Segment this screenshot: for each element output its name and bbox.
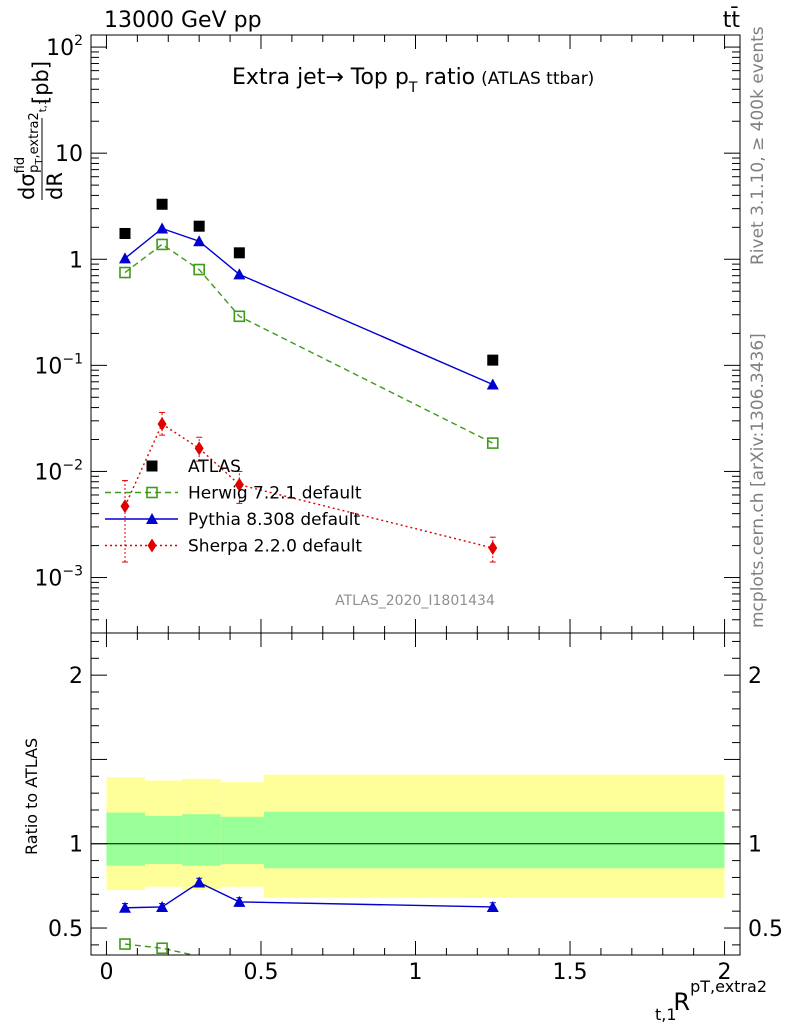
- data-point: [156, 238, 168, 251]
- legend-label: Herwig 7.2.1 default: [188, 484, 362, 504]
- main-ticks: 102 10 1 10−1 10−2 10−3: [34, 33, 740, 634]
- main-title: Extra jet→ Top pT ratio (ATLAS ttbar): [232, 65, 594, 96]
- data-point: [233, 247, 245, 259]
- y-tick-label: 10: [55, 142, 83, 167]
- ratio-bands: [106, 774, 725, 898]
- legend-marker: [146, 513, 158, 524]
- ratio-y-tick-label-right: 2: [748, 664, 762, 689]
- ratio-point: [156, 942, 168, 955]
- ratio-point: [119, 938, 131, 950]
- band-green: [106, 812, 146, 866]
- main-panel: 102 10 1 10−1 10−2 10−3 Extra jet→ Top pT rat…: [13, 33, 741, 634]
- data-point: [118, 252, 131, 264]
- main-ylabel: dσfidpT,extra2t,1 dR [pb]: [13, 61, 67, 200]
- series-line: [124, 422, 493, 549]
- mcplots-label: mcplots.cern.ch [arXiv:1306.3436]: [748, 333, 768, 628]
- process-label: tt̄: [723, 7, 741, 33]
- ratio-point: [486, 900, 499, 912]
- series-line: [124, 243, 494, 444]
- data-point: [193, 263, 205, 276]
- data-point: [486, 378, 499, 390]
- x-tick-label: 0: [99, 960, 113, 985]
- data-point: [119, 227, 131, 239]
- data-point: [156, 222, 169, 234]
- data-point: [233, 310, 246, 323]
- energy-label: 13000 GeV pp: [104, 8, 262, 33]
- ratio-panel: 0.5 0.5 1 1 2 2 0 0.5 1 1.5 2 Ratio to ATLAS RpT,e…: [22, 632, 783, 1024]
- data-point: [487, 354, 499, 366]
- legend: ATLAS Herwig 7.2.1 default Pythia 8.308 de…: [105, 457, 362, 557]
- data-point: [486, 437, 499, 449]
- legend-marker: [146, 486, 158, 499]
- ratio-ylabel: Ratio to ATLAS: [22, 738, 41, 855]
- ratio-point: [233, 895, 246, 907]
- ratio-point: [193, 876, 206, 888]
- y-tick-label: 1: [69, 248, 83, 273]
- data-point: [119, 266, 131, 279]
- data-point: [120, 499, 130, 514]
- x-tick-label: 0.5: [243, 960, 278, 985]
- band-green: [220, 816, 265, 864]
- x-tick-label: 1: [409, 960, 423, 985]
- ratio-y-tick-label-right: 0.5: [748, 917, 783, 942]
- ratio-y-tick-label-right: 1: [748, 833, 762, 858]
- rivet-label: Rivet 3.1.10, ≥ 400k events: [748, 26, 768, 265]
- svg-text:dR: dR: [43, 172, 67, 200]
- data-point: [193, 235, 206, 247]
- main-series: [118, 198, 499, 563]
- band-green: [264, 811, 725, 869]
- ratio-y-tick-label-left: 2: [69, 664, 83, 689]
- legend-marker: [147, 538, 157, 553]
- svg-text:dσfidpT,extra2t,1: dσfidpT,extra2t,1: [13, 99, 49, 200]
- y-tick-label: 10−1: [34, 351, 83, 379]
- svg-text:[pb]: [pb]: [29, 61, 53, 104]
- ratio-y-tick-label-left: 1: [69, 833, 83, 858]
- ratio-y-tick-label-left: 0.5: [48, 917, 83, 942]
- data-point: [488, 540, 498, 555]
- ratio-point: [156, 900, 169, 912]
- ratio-xlabel: RpT,extra2 t,1: [655, 977, 767, 1024]
- band-green: [182, 814, 221, 866]
- y-tick-label: 102: [46, 33, 83, 61]
- ratio-series: [118, 876, 499, 956]
- ratio-ticks: 0.5 0.5 1 1 2 2 0 0.5 1 1.5 2: [48, 633, 783, 985]
- legend-marker: [146, 460, 158, 472]
- data-point: [233, 268, 246, 280]
- band-green: [145, 815, 183, 864]
- ratio-point: [118, 901, 131, 913]
- data-point: [193, 220, 205, 232]
- y-tick-label: 10−3: [34, 564, 83, 592]
- data-point: [234, 477, 244, 492]
- data-point: [157, 417, 167, 432]
- data-point: [156, 198, 168, 210]
- data-point: [194, 441, 204, 456]
- legend-label: Sherpa 2.2.0 default: [188, 537, 362, 557]
- x-tick-label: 1.5: [553, 960, 588, 985]
- ratio-line: [124, 943, 194, 956]
- x-tick-label: 2: [718, 960, 732, 985]
- analysis-label: ATLAS_2020_I1801434: [335, 593, 495, 609]
- y-tick-label: 10−2: [34, 457, 83, 485]
- series-line: [124, 227, 494, 386]
- legend-label: ATLAS: [188, 457, 241, 477]
- legend-label: Pythia 8.308 default: [188, 510, 361, 530]
